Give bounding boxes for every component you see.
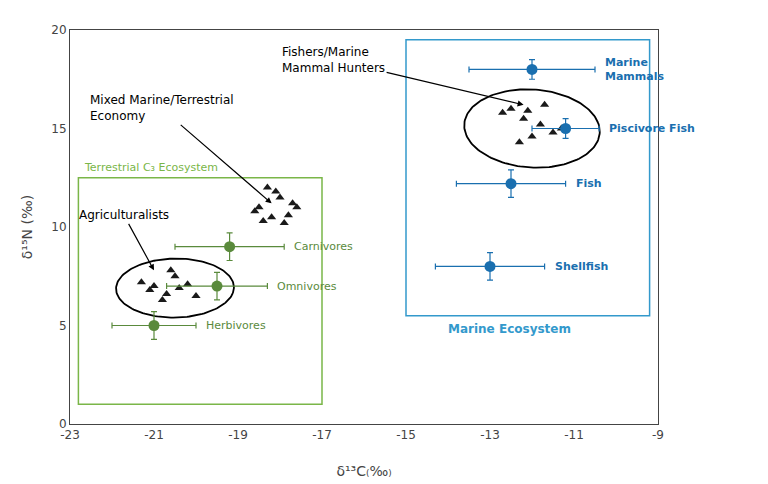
svg-text:Agriculturalists: Agriculturalists (79, 208, 169, 222)
svg-text:5: 5 (59, 319, 67, 333)
svg-text:Mixed Marine/TerrestrialEconom: Mixed Marine/TerrestrialEconomy (90, 93, 234, 123)
svg-text:MarineMammals: MarineMammals (605, 56, 664, 83)
svg-text:Shellfish: Shellfish (555, 260, 608, 273)
svg-text:15: 15 (51, 122, 66, 136)
svg-text:Marine Ecosystem: Marine Ecosystem (448, 322, 571, 336)
svg-text:Piscivore Fish: Piscivore Fish (609, 122, 695, 135)
svg-text:-13: -13 (480, 428, 500, 442)
svg-text:-9: -9 (652, 428, 664, 442)
svg-text:δ¹³C₍‰₎: δ¹³C₍‰₎ (336, 463, 391, 479)
svg-text:-15: -15 (396, 428, 416, 442)
svg-text:-19: -19 (228, 428, 248, 442)
svg-text:20: 20 (51, 23, 66, 37)
svg-text:Terrestrial C₃ Ecosystem: Terrestrial C₃ Ecosystem (84, 161, 218, 174)
svg-text:-17: -17 (312, 428, 332, 442)
svg-text:0: 0 (59, 417, 67, 431)
svg-text:10: 10 (51, 220, 66, 234)
svg-text:-21: -21 (144, 428, 164, 442)
svg-text:Herbivores: Herbivores (206, 319, 266, 332)
svg-text:Fish: Fish (576, 177, 602, 190)
svg-text:-11: -11 (564, 428, 584, 442)
svg-text:Omnivores: Omnivores (277, 280, 337, 293)
svg-text:δ¹⁵N (‰): δ¹⁵N (‰) (19, 195, 35, 259)
svg-text:-23: -23 (60, 428, 80, 442)
svg-text:Fishers/MarineMammal Hunters: Fishers/MarineMammal Hunters (282, 45, 385, 75)
svg-text:Carnivores: Carnivores (294, 240, 353, 253)
